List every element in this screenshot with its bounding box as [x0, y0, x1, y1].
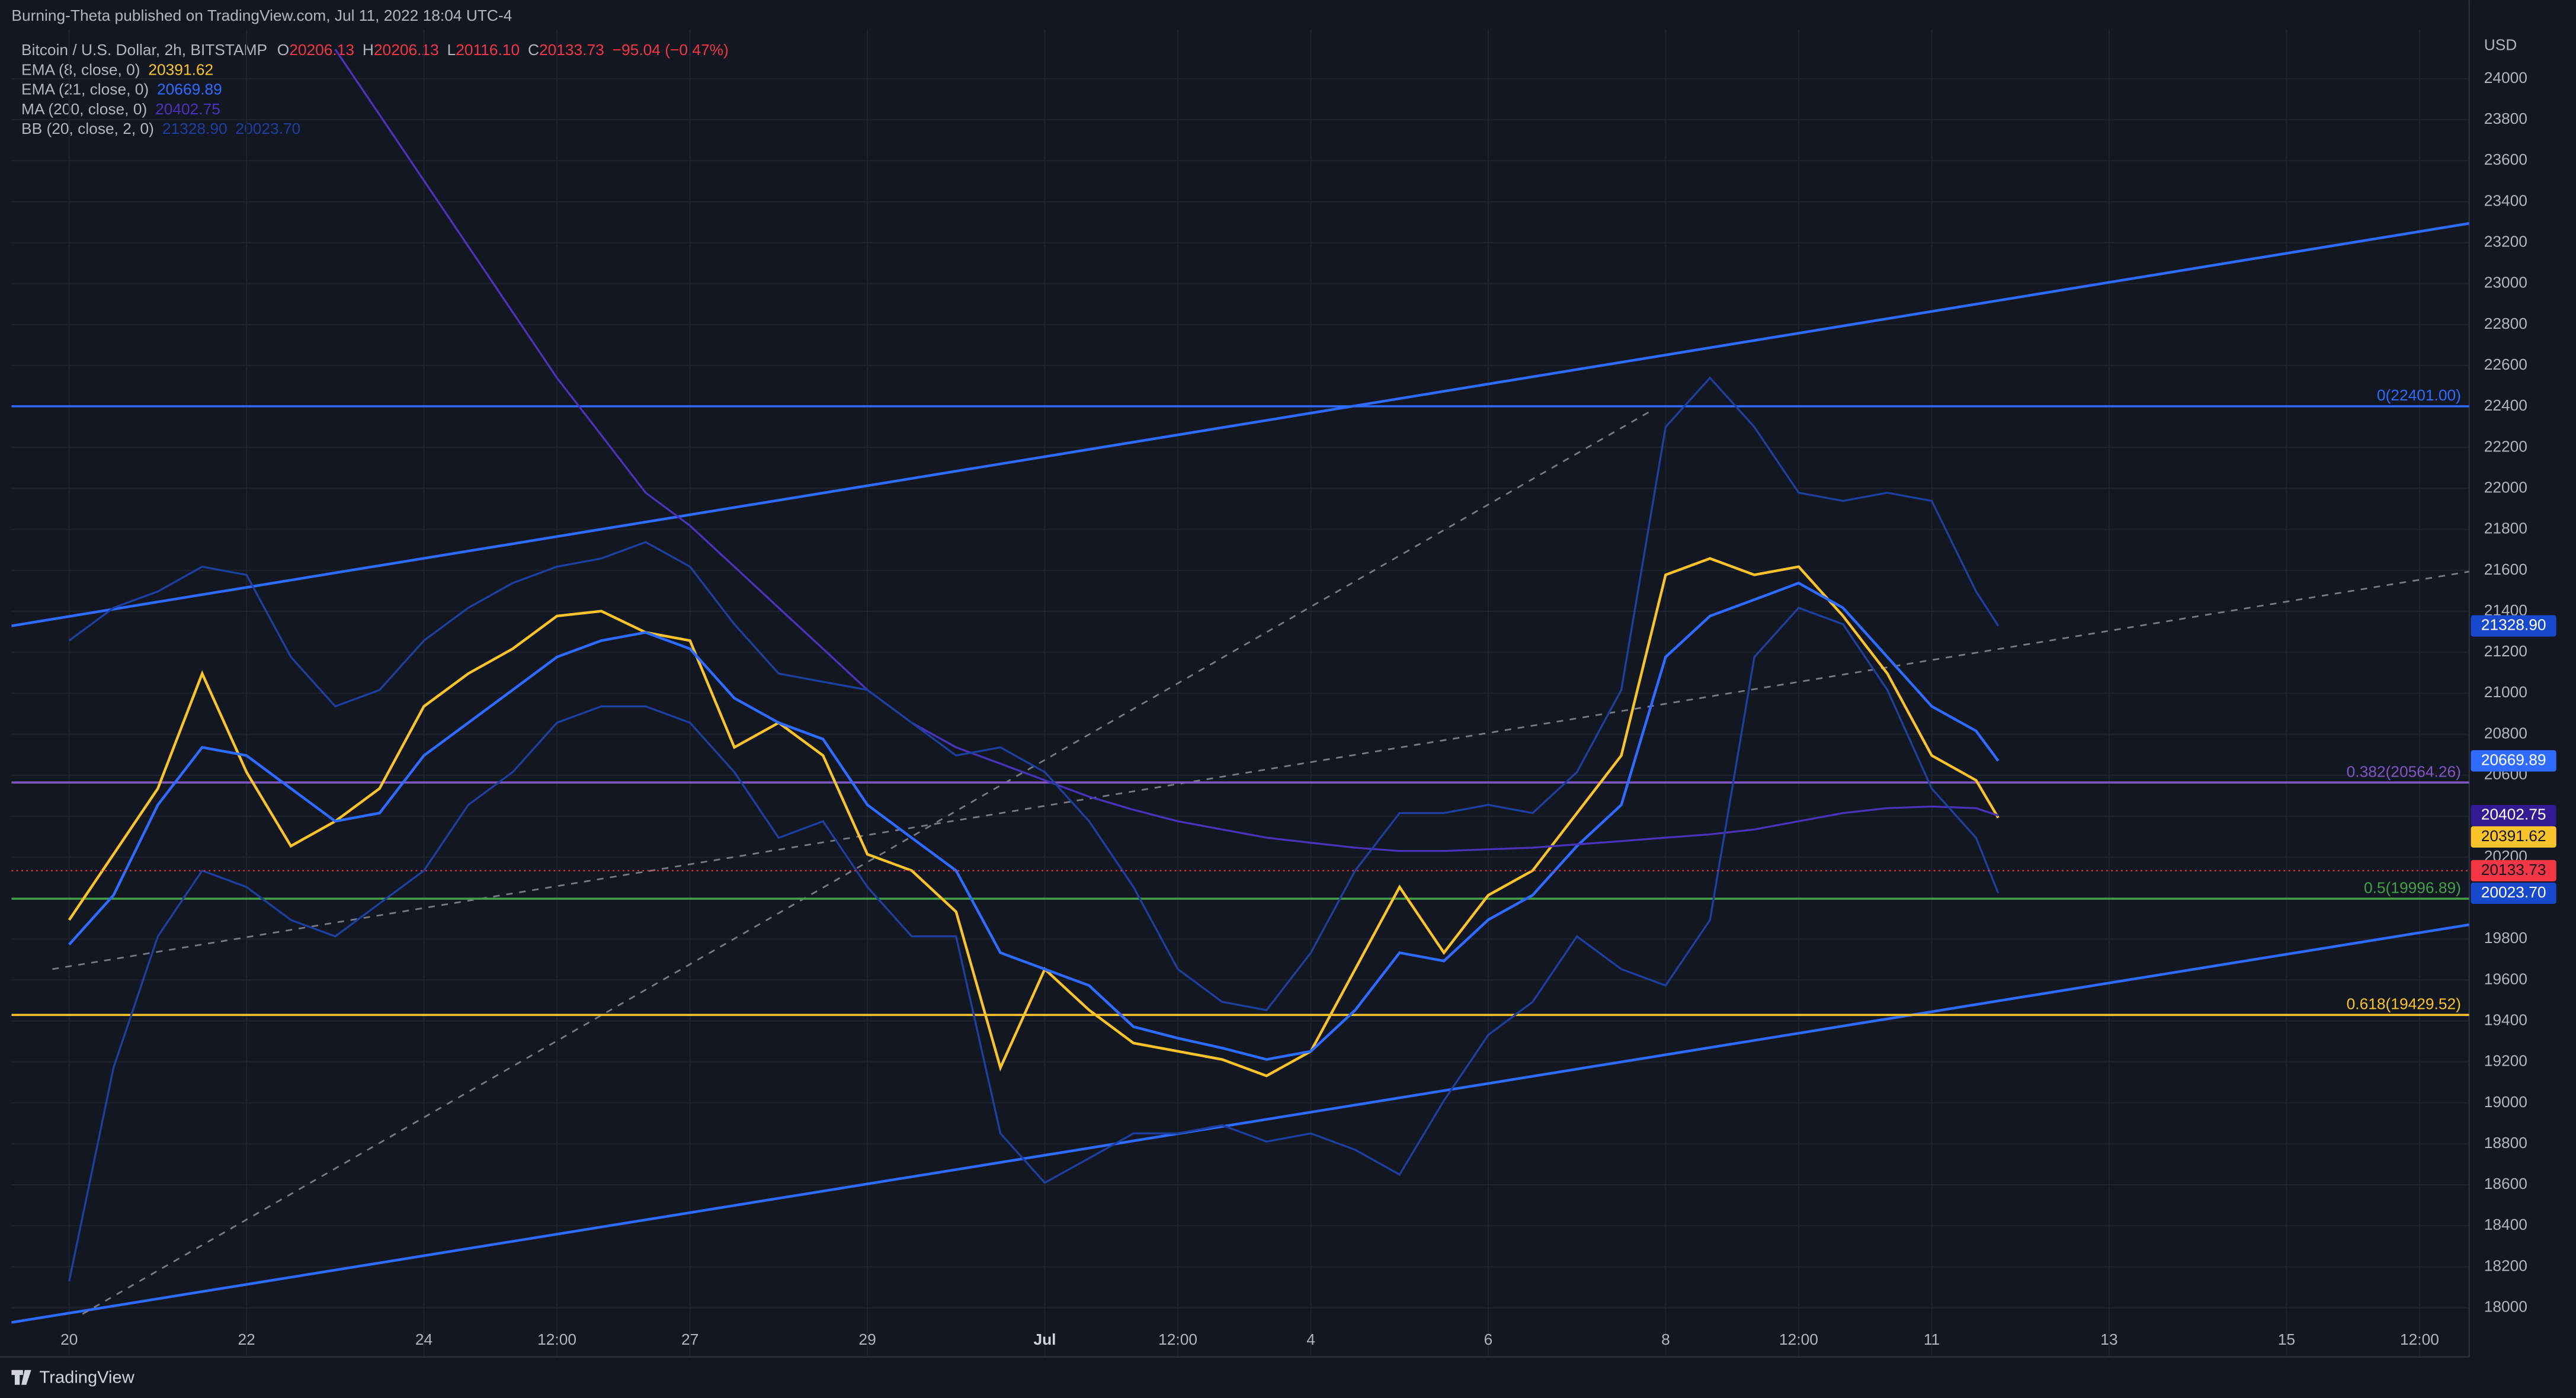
x-tick-label: 12:00 [1158, 1330, 1197, 1348]
series-line [68, 376, 2000, 1012]
y-tick-label: 19400 [2484, 1011, 2527, 1028]
y-tick-label: 21800 [2484, 520, 2527, 537]
x-tick-label: 12:00 [2400, 1330, 2439, 1348]
ohlc-value: 20116.10 [456, 41, 520, 59]
price-label-box [2471, 750, 2556, 772]
y-tick-label: 23000 [2484, 274, 2527, 291]
y-tick-label: 22400 [2484, 396, 2527, 414]
legend-name: BB (20, close, 2, 0) [21, 120, 154, 137]
y-tick-label: 18800 [2484, 1134, 2527, 1152]
legend-value: 20402.75 [155, 100, 220, 118]
y-tick-label: 19800 [2484, 929, 2527, 947]
x-tick-label: 6 [1484, 1330, 1493, 1348]
price-label: 20023.70 [2481, 883, 2546, 901]
x-tick-label: 12:00 [537, 1330, 576, 1348]
y-tick-label: 23800 [2484, 110, 2527, 127]
ohlc-key: C [528, 41, 539, 59]
legend-value: 20023.70 [235, 120, 300, 137]
symbol-line: Bitcoin / U.S. Dollar, 2h, BITSTAMP O2020… [21, 41, 729, 59]
ohlc-value: 20206.13 [289, 41, 354, 59]
y-tick-label: 23200 [2484, 233, 2527, 251]
trendline [11, 222, 2469, 627]
price-label: 20391.62 [2481, 827, 2546, 845]
price-label-box [2471, 804, 2556, 826]
fib-label: 0.382(20564.26) [2347, 762, 2461, 780]
y-tick-label: 24000 [2484, 69, 2527, 86]
ohlc-key: L [447, 41, 456, 59]
y-tick-label: 21000 [2484, 683, 2527, 701]
y-tick-label: 23400 [2484, 191, 2527, 209]
fib-label: 0(22401.00) [2377, 386, 2461, 404]
y-tick-label: 22000 [2484, 478, 2527, 496]
price-label: 20402.75 [2481, 806, 2546, 823]
legend-name: MA (200, close, 0) [21, 100, 147, 118]
x-tick-label: 22 [238, 1330, 255, 1348]
fib-label: 0.618(19429.52) [2347, 995, 2461, 1013]
series-line [334, 49, 1999, 852]
y-tick-label: 19000 [2484, 1093, 2527, 1111]
legend-entry: BB (20, close, 2, 0) 21328.90 20023.70 [21, 120, 300, 137]
y-tick-label: 19200 [2484, 1052, 2527, 1070]
y-tick-label: 18000 [2484, 1298, 2527, 1316]
legend-value: 20391.62 [148, 60, 213, 78]
y-tick-label: 21600 [2484, 560, 2527, 578]
y-tick-label: 18600 [2484, 1175, 2527, 1192]
legend-entry: EMA (21, close, 0) 20669.89 [21, 81, 222, 98]
legend-name: EMA (8, close, 0) [21, 60, 140, 78]
x-tick-label: Jul [1033, 1330, 1056, 1348]
x-tick-label: 15 [2278, 1330, 2295, 1348]
price-label: 20133.73 [2481, 861, 2546, 878]
change: −95.04 (−0.47%) [613, 41, 729, 59]
y-tick-label: 19600 [2484, 970, 2527, 987]
symbol: Bitcoin / U.S. Dollar, 2h, BITSTAMP [21, 41, 267, 59]
x-tick-label: 12:00 [1779, 1330, 1818, 1348]
ohlc-value: 20206.13 [374, 41, 439, 59]
legend-entry: EMA (8, close, 0) 20391.62 [21, 60, 213, 78]
x-tick-label: 27 [681, 1330, 699, 1348]
trendline [52, 570, 2469, 970]
fib-label: 0.5(19996.89) [2364, 878, 2461, 896]
y-tick-label: 21200 [2484, 642, 2527, 660]
legend-value: 20669.89 [157, 81, 222, 98]
y-tick-label: 20800 [2484, 724, 2527, 742]
price-label-box [2471, 826, 2556, 848]
trendline [11, 923, 2469, 1324]
x-tick-label: 11 [1924, 1330, 1940, 1348]
price-label: 21328.90 [2481, 616, 2546, 634]
plot [11, 49, 2469, 1324]
price-label-box [2471, 882, 2556, 904]
ohlc-key: O [277, 41, 289, 59]
series-line [68, 607, 2000, 1282]
y-tick-label: 18400 [2484, 1216, 2527, 1233]
price-label: 20669.89 [2481, 751, 2546, 768]
y-tick-label: 18200 [2484, 1256, 2527, 1274]
x-tick-label: 24 [415, 1330, 432, 1348]
legend-value: 21328.90 [162, 120, 228, 137]
x-tick-label: 4 [1306, 1330, 1315, 1348]
legend-name: EMA (21, close, 0) [21, 81, 149, 98]
price-label-box [2471, 615, 2556, 637]
publisher: Burning-Theta published on TradingView.c… [11, 7, 512, 24]
ohlc-key: H [363, 41, 374, 59]
legend-entry: MA (200, close, 0) 20402.75 [21, 100, 220, 118]
ohlc-value: 20133.73 [539, 41, 604, 59]
price-label-box [2471, 860, 2556, 881]
axis-unit: USD [2484, 36, 2517, 54]
y-tick-label: 23600 [2484, 150, 2527, 168]
y-tick-label: 22600 [2484, 355, 2527, 373]
series-line [68, 581, 2000, 1061]
y-tick-label: 22800 [2484, 315, 2527, 332]
x-tick-label: 20 [60, 1330, 78, 1348]
x-tick-label: 8 [1661, 1330, 1670, 1348]
x-tick-label: 29 [858, 1330, 876, 1348]
x-tick-label: 13 [2100, 1330, 2117, 1348]
logo [11, 1370, 31, 1385]
footer-brand: TradingView [40, 1368, 135, 1387]
y-tick-label: 22200 [2484, 437, 2527, 455]
